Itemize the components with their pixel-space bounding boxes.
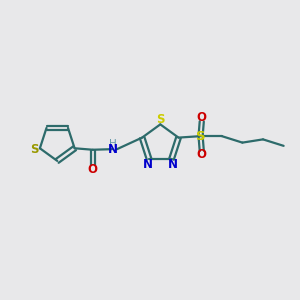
Text: N: N [168, 158, 178, 171]
Text: N: N [143, 158, 153, 171]
Text: N: N [108, 143, 118, 156]
Text: S: S [30, 143, 39, 156]
Text: H: H [109, 139, 116, 149]
Text: S: S [156, 112, 165, 126]
Text: S: S [196, 130, 206, 142]
Text: O: O [197, 148, 207, 161]
Text: O: O [197, 111, 207, 124]
Text: O: O [88, 163, 98, 176]
